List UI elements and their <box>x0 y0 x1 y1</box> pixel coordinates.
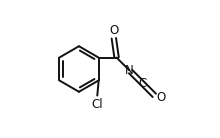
Text: O: O <box>109 24 119 37</box>
Text: O: O <box>156 91 166 104</box>
Text: N: N <box>125 64 134 77</box>
Text: Cl: Cl <box>92 98 103 111</box>
Text: C: C <box>138 77 147 90</box>
